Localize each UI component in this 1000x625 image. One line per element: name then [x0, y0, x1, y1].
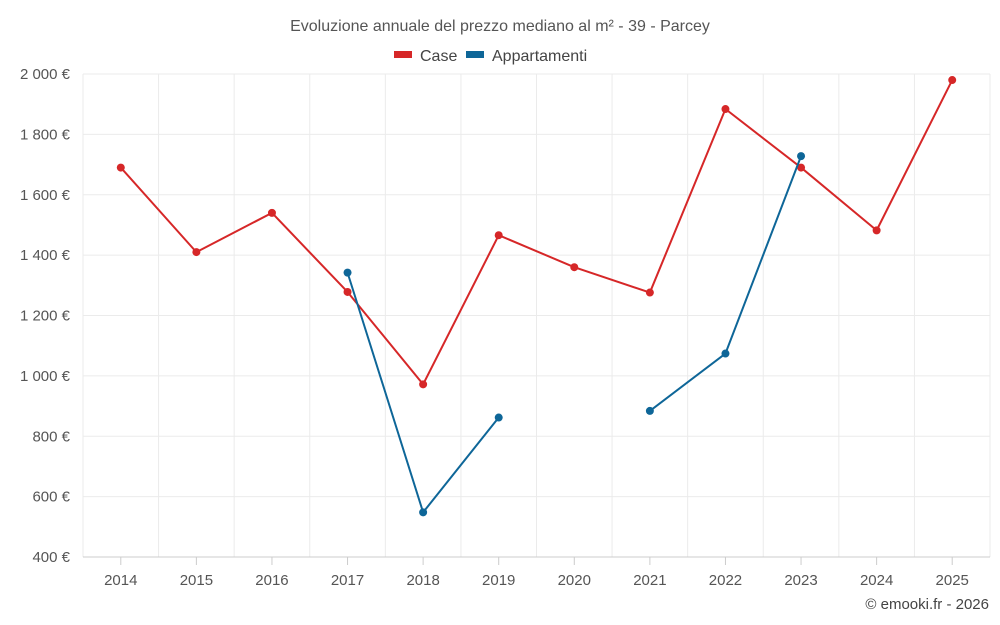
data-point[interactable]: [570, 263, 579, 272]
data-point[interactable]: [797, 152, 806, 161]
y-tick-label: 1 800 €: [20, 126, 71, 143]
legend-label: Appartamenti: [492, 48, 587, 65]
series-layer: [116, 76, 957, 517]
x-tick-label: 2014: [104, 572, 137, 589]
series-appartamenti: [343, 152, 806, 517]
data-point[interactable]: [343, 268, 352, 277]
y-tick-label: 600 €: [32, 489, 70, 506]
legend-label: Case: [420, 48, 457, 65]
data-point[interactable]: [267, 208, 276, 217]
x-tick-label: 2024: [860, 572, 893, 589]
y-tick-label: 1 200 €: [20, 308, 71, 325]
data-point[interactable]: [494, 231, 503, 240]
x-tick-label: 2017: [331, 572, 364, 589]
legend-swatch: [466, 51, 484, 58]
legend-swatch: [394, 51, 412, 58]
data-point[interactable]: [872, 226, 881, 235]
credit: © emooki.fr - 2026: [865, 596, 989, 613]
x-tick-label: 2025: [936, 572, 969, 589]
data-point[interactable]: [192, 248, 201, 257]
x-tick-label: 2019: [482, 572, 515, 589]
data-point[interactable]: [343, 287, 352, 296]
series-line: [346, 271, 500, 514]
data-point[interactable]: [645, 288, 654, 297]
data-point[interactable]: [419, 508, 428, 517]
legend-item-case[interactable]: Case: [394, 48, 457, 65]
data-point[interactable]: [721, 349, 730, 358]
x-axis: 2014 2015 2016 2017 2018 2019 2020 2021 2022 2023…: [83, 556, 990, 589]
y-axis: 400 € 600 € 800 € 1 000 € 1 200 € 1 400 € 1 60…: [20, 66, 71, 566]
x-tick-label: 2016: [255, 572, 288, 589]
x-tick-label: 2021: [633, 572, 666, 589]
x-tick-label: 2022: [709, 572, 742, 589]
y-tick-label: 1 600 €: [20, 187, 71, 204]
y-tick-label: 400 €: [32, 549, 70, 566]
legend-item-appartamenti[interactable]: Appartamenti: [466, 48, 587, 65]
x-tick-label: 2018: [406, 572, 439, 589]
data-point[interactable]: [116, 163, 125, 172]
grid: [82, 73, 991, 557]
data-point[interactable]: [721, 105, 730, 114]
data-point[interactable]: [948, 76, 957, 85]
data-point[interactable]: [645, 406, 654, 415]
legend: Case Appartamenti: [394, 48, 587, 65]
chart-title: Evoluzione annuale del prezzo mediano al…: [290, 18, 710, 35]
x-tick-label: 2015: [180, 572, 213, 589]
data-point[interactable]: [797, 163, 806, 172]
series-case: [116, 76, 957, 389]
x-tick-label: 2023: [784, 572, 817, 589]
data-point[interactable]: [419, 380, 428, 389]
series-line: [119, 79, 954, 386]
y-tick-label: 1 000 €: [20, 368, 71, 385]
y-tick-label: 1 400 €: [20, 247, 71, 264]
x-tick-label: 2020: [558, 572, 591, 589]
data-point[interactable]: [494, 413, 503, 422]
y-tick-label: 800 €: [32, 428, 70, 445]
y-tick-label: 2 000 €: [20, 66, 71, 83]
